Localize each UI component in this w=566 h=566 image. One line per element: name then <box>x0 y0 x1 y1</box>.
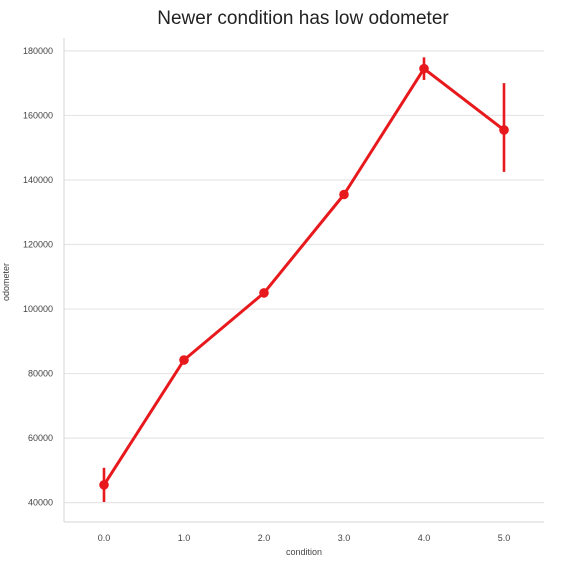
y-axis-label: odometer <box>1 263 11 301</box>
x-tick-label: 3.0 <box>338 533 351 543</box>
axes <box>63 38 544 523</box>
data-point <box>99 480 109 490</box>
y-tick-label: 80000 <box>28 369 53 379</box>
data-point <box>259 288 269 298</box>
y-tick-label: 140000 <box>23 175 53 185</box>
x-tick-labels: 0.0 1.0 2.0 3.0 4.0 5.0 <box>98 533 511 543</box>
y-tick-label: 180000 <box>23 46 53 56</box>
y-tick-labels: 40000 60000 80000 100000 120000 140000 160000 1… <box>23 46 53 508</box>
x-tick-label: 2.0 <box>258 533 271 543</box>
x-tick-label: 4.0 <box>418 533 431 543</box>
data-point <box>179 355 189 365</box>
y-tick-label: 100000 <box>23 304 53 314</box>
x-tick-label: 1.0 <box>178 533 191 543</box>
y-tick-label: 160000 <box>23 110 53 120</box>
y-tick-label: 120000 <box>23 240 53 250</box>
x-tick-label: 5.0 <box>498 533 511 543</box>
data-point <box>499 125 509 135</box>
y-tick-label: 60000 <box>28 433 53 443</box>
chart-title: Newer condition has low odometer <box>157 8 449 29</box>
series-line <box>102 67 506 487</box>
x-tick-label: 0.0 <box>98 533 111 543</box>
series-odometer <box>99 57 509 502</box>
data-point <box>419 63 429 74</box>
data-point <box>339 189 349 200</box>
x-axis-label: condition <box>286 547 322 557</box>
y-tick-label: 40000 <box>28 498 53 508</box>
